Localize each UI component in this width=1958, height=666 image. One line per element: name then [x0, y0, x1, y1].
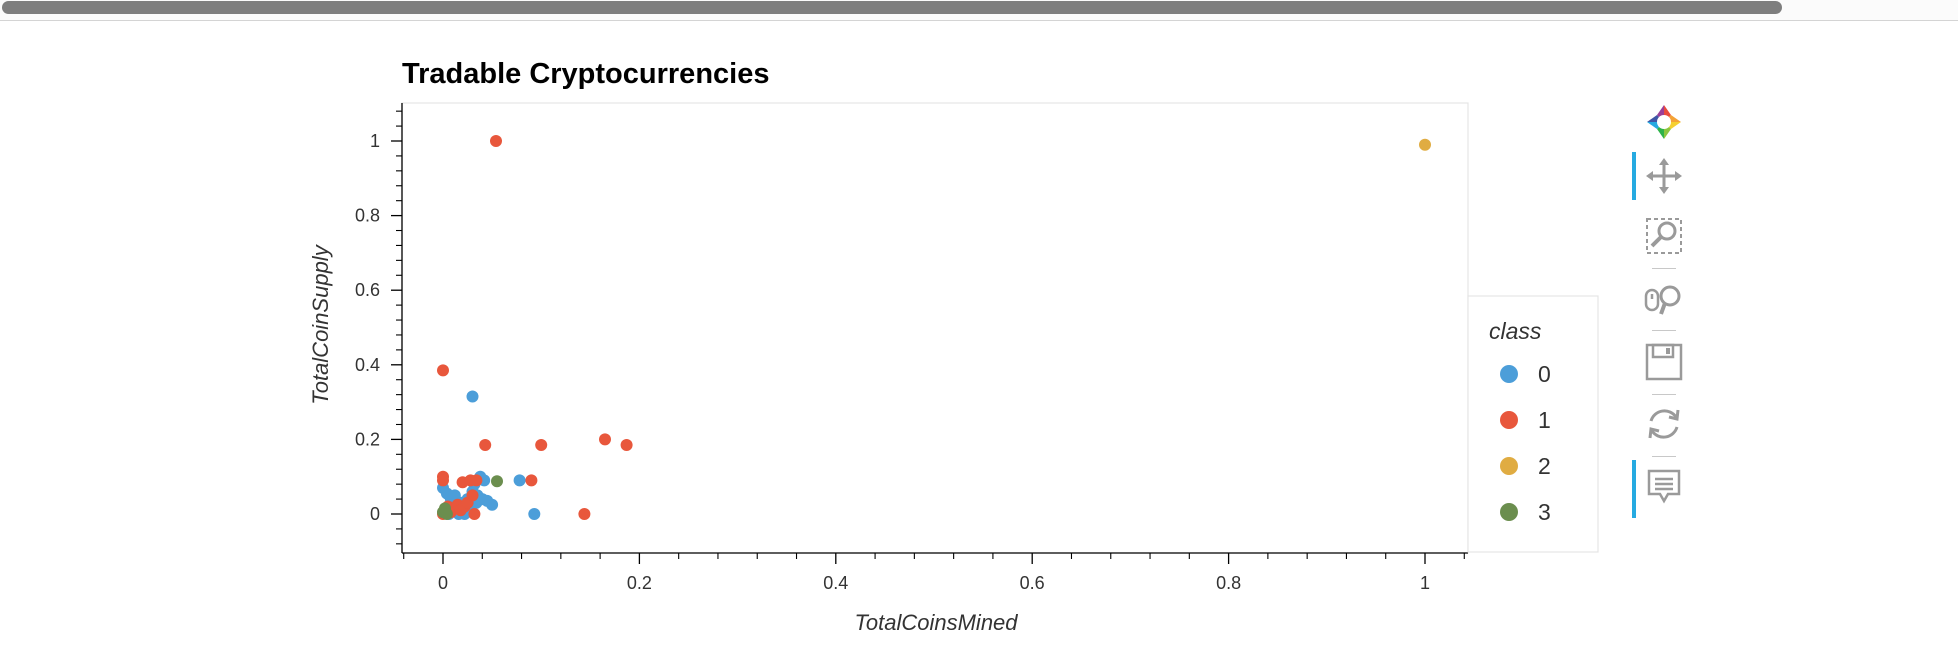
legend-swatch-3 [1500, 503, 1518, 521]
point-class-1[interactable] [620, 439, 633, 451]
y-axis-title: TotalCoinSupply [308, 243, 333, 404]
toolbar-separator [1652, 268, 1676, 269]
legend-label-2: 2 [1538, 453, 1551, 479]
x-tick-label: 1 [1420, 573, 1430, 593]
data-points [437, 135, 1431, 520]
toolbar-separator [1652, 456, 1676, 457]
pan-active-indicator [1632, 152, 1636, 200]
point-class-1[interactable] [437, 364, 449, 377]
horizontal-scrollbar-thumb[interactable] [2, 1, 1782, 14]
point-class-1[interactable] [470, 474, 483, 487]
x-tick-label: 0.6 [1020, 573, 1045, 593]
point-class-1[interactable] [468, 508, 481, 520]
x-tick-label: 0.2 [627, 573, 652, 593]
point-class-0[interactable] [466, 390, 479, 403]
y-tick-label: 0 [370, 504, 380, 524]
legend-label-0: 0 [1538, 361, 1551, 387]
point-class-3[interactable] [491, 475, 503, 488]
point-class-1[interactable] [437, 474, 449, 487]
point-class-1[interactable] [599, 433, 611, 446]
chart-title: Tradable Cryptocurrencies [402, 58, 769, 90]
legend-label-1: 1 [1538, 407, 1551, 433]
chart-toolbar [1632, 96, 1692, 526]
point-class-1[interactable] [525, 474, 538, 487]
point-class-0[interactable] [513, 474, 526, 487]
point-class-1[interactable] [535, 439, 548, 451]
legend-swatch-1 [1500, 411, 1518, 429]
x-axis-title: TotalCoinsMined [854, 610, 1018, 635]
hover-active-indicator [1632, 460, 1636, 518]
plot-area[interactable] [401, 102, 1469, 554]
y-tick-label: 0.2 [355, 429, 380, 449]
x-tick-label: 0.8 [1216, 573, 1241, 593]
box-zoom-icon[interactable] [1644, 216, 1684, 256]
point-class-1[interactable] [490, 135, 502, 147]
y-tick-label: 0.8 [355, 206, 380, 226]
axes: 0 0.2 0.4 0.6 0.8 1 0 0.2 0.4 0.6 0.8 1 [355, 103, 1468, 593]
bokeh-logo-icon[interactable] [1644, 102, 1684, 142]
y-tick-label: 0.4 [355, 355, 380, 375]
pan-icon[interactable] [1644, 156, 1684, 196]
y-tick-label: 0.6 [355, 280, 380, 300]
y-tick-label: 1 [370, 131, 380, 151]
point-class-0[interactable] [486, 498, 499, 511]
toolbar-separator [1652, 394, 1676, 395]
hover-icon[interactable] [1644, 466, 1684, 506]
reset-icon[interactable] [1644, 404, 1684, 444]
legend-swatch-0 [1500, 365, 1518, 383]
point-class-1[interactable] [578, 508, 591, 520]
point-class-1[interactable] [479, 439, 492, 451]
legend-label-3: 3 [1538, 499, 1551, 525]
legend-title: class [1489, 318, 1542, 344]
wheel-zoom-icon[interactable] [1644, 280, 1684, 320]
legend: class 0 1 2 3 [1467, 295, 1599, 553]
point-class-0[interactable] [528, 508, 541, 520]
legend-swatch-2 [1500, 457, 1518, 475]
horizontal-scrollbar[interactable] [0, 0, 1958, 21]
save-icon[interactable] [1644, 342, 1684, 382]
x-tick-label: 0 [438, 573, 448, 593]
x-tick-label: 0.4 [823, 573, 848, 593]
legend-box [1467, 295, 1599, 553]
point-class-1[interactable] [466, 489, 479, 502]
toolbar-separator [1652, 330, 1676, 331]
point-class-2[interactable] [1419, 138, 1431, 151]
point-class-3[interactable] [440, 508, 453, 520]
